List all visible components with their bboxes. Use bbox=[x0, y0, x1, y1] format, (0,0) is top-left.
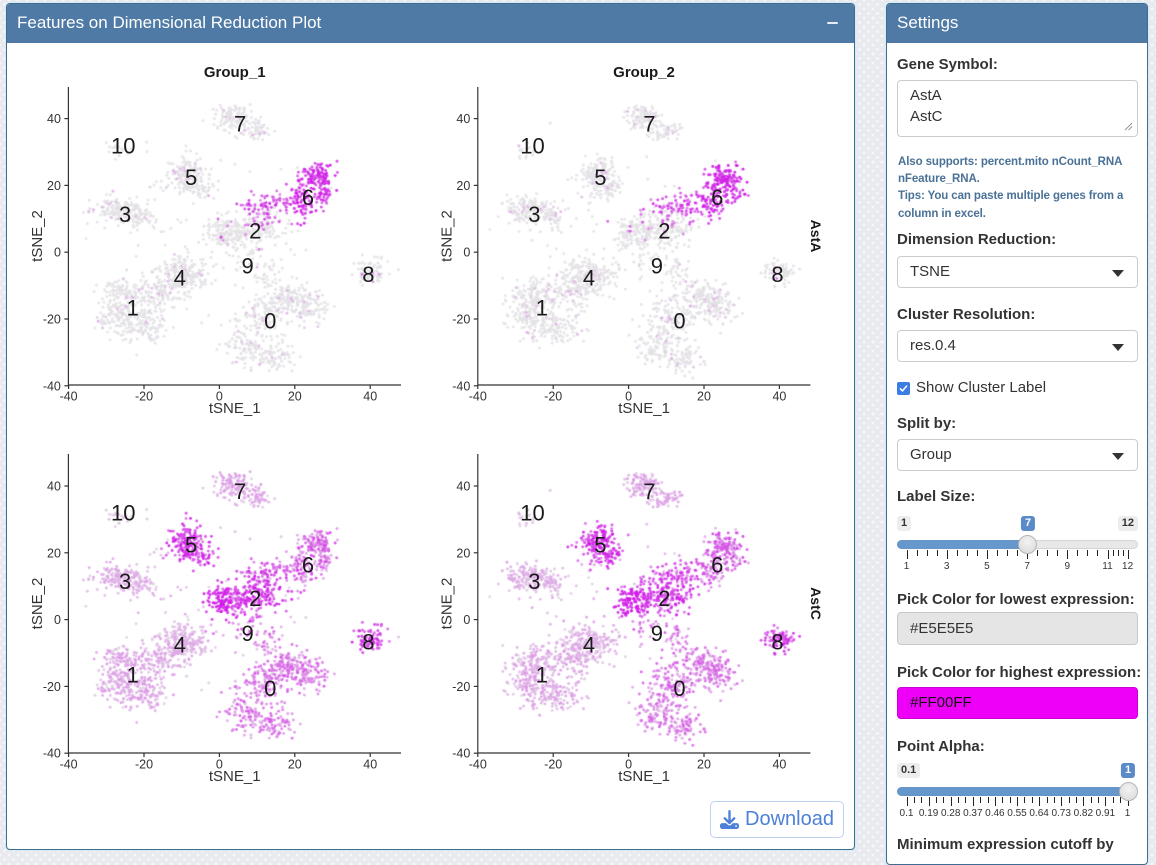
svg-text:tSNE_1: tSNE_1 bbox=[618, 768, 670, 785]
svg-text:0: 0 bbox=[54, 613, 61, 627]
svg-text:6: 6 bbox=[711, 185, 723, 210]
svg-text:7: 7 bbox=[643, 112, 655, 137]
svg-text:40: 40 bbox=[772, 758, 786, 772]
svg-text:0: 0 bbox=[463, 613, 470, 627]
svg-text:-20: -20 bbox=[544, 758, 562, 772]
svg-text:4: 4 bbox=[583, 633, 595, 658]
svg-text:2: 2 bbox=[249, 218, 261, 243]
svg-text:6: 6 bbox=[302, 185, 314, 210]
svg-text:3: 3 bbox=[119, 202, 131, 227]
svg-text:7: 7 bbox=[643, 479, 655, 504]
svg-text:0: 0 bbox=[673, 676, 685, 701]
svg-text:4: 4 bbox=[174, 265, 186, 290]
svg-text:-40: -40 bbox=[60, 390, 78, 404]
svg-text:40: 40 bbox=[363, 758, 377, 772]
svg-text:20: 20 bbox=[697, 758, 711, 772]
svg-text:20: 20 bbox=[47, 179, 61, 193]
svg-text:-40: -40 bbox=[452, 379, 470, 393]
svg-text:-20: -20 bbox=[452, 680, 470, 694]
svg-text:20: 20 bbox=[288, 390, 302, 404]
svg-text:Group_2: Group_2 bbox=[613, 64, 675, 81]
svg-text:5: 5 bbox=[594, 532, 606, 557]
svg-text:1: 1 bbox=[536, 663, 548, 688]
svg-text:-40: -40 bbox=[60, 758, 78, 772]
svg-text:40: 40 bbox=[363, 390, 377, 404]
svg-text:2: 2 bbox=[249, 586, 261, 611]
svg-text:0: 0 bbox=[625, 758, 632, 772]
svg-text:10: 10 bbox=[520, 133, 544, 158]
svg-text:6: 6 bbox=[711, 552, 723, 577]
svg-text:0: 0 bbox=[54, 246, 61, 260]
svg-text:3: 3 bbox=[119, 569, 131, 594]
svg-text:9: 9 bbox=[651, 621, 663, 646]
svg-text:3: 3 bbox=[528, 202, 540, 227]
svg-text:-40: -40 bbox=[43, 379, 61, 393]
svg-text:4: 4 bbox=[583, 265, 595, 290]
svg-text:0: 0 bbox=[264, 676, 276, 701]
svg-text:Group_1: Group_1 bbox=[204, 64, 266, 81]
svg-text:20: 20 bbox=[456, 179, 470, 193]
svg-text:-20: -20 bbox=[135, 390, 153, 404]
svg-text:-20: -20 bbox=[544, 390, 562, 404]
svg-text:40: 40 bbox=[47, 112, 61, 126]
svg-text:8: 8 bbox=[362, 262, 374, 287]
svg-text:8: 8 bbox=[771, 262, 783, 287]
svg-text:tSNE_1: tSNE_1 bbox=[209, 400, 261, 417]
svg-text:1: 1 bbox=[127, 663, 139, 688]
svg-text:40: 40 bbox=[47, 480, 61, 494]
svg-text:40: 40 bbox=[456, 480, 470, 494]
svg-text:40: 40 bbox=[772, 390, 786, 404]
svg-text:0: 0 bbox=[673, 309, 685, 334]
svg-text:1: 1 bbox=[127, 295, 139, 320]
svg-text:9: 9 bbox=[242, 254, 254, 279]
svg-text:20: 20 bbox=[288, 758, 302, 772]
svg-text:AstC: AstC bbox=[808, 587, 824, 620]
svg-text:0: 0 bbox=[264, 309, 276, 334]
svg-text:tSNE_2: tSNE_2 bbox=[29, 578, 46, 630]
svg-text:-20: -20 bbox=[43, 313, 61, 327]
svg-text:20: 20 bbox=[47, 546, 61, 560]
svg-text:40: 40 bbox=[456, 112, 470, 126]
svg-text:-40: -40 bbox=[452, 747, 470, 761]
svg-text:7: 7 bbox=[234, 112, 246, 137]
svg-text:tSNE_1: tSNE_1 bbox=[209, 768, 261, 785]
svg-text:2: 2 bbox=[658, 218, 670, 243]
svg-text:4: 4 bbox=[174, 633, 186, 658]
svg-text:-20: -20 bbox=[43, 680, 61, 694]
svg-text:9: 9 bbox=[651, 254, 663, 279]
svg-text:tSNE_2: tSNE_2 bbox=[438, 578, 455, 630]
svg-text:-40: -40 bbox=[43, 747, 61, 761]
svg-text:-20: -20 bbox=[135, 758, 153, 772]
svg-text:10: 10 bbox=[111, 501, 135, 526]
svg-text:0: 0 bbox=[463, 246, 470, 260]
svg-text:5: 5 bbox=[185, 532, 197, 557]
svg-text:-40: -40 bbox=[469, 390, 487, 404]
svg-text:tSNE_2: tSNE_2 bbox=[438, 210, 455, 262]
svg-text:0: 0 bbox=[625, 390, 632, 404]
svg-text:9: 9 bbox=[242, 621, 254, 646]
svg-text:-20: -20 bbox=[452, 313, 470, 327]
svg-text:tSNE_2: tSNE_2 bbox=[29, 210, 46, 262]
svg-text:7: 7 bbox=[234, 479, 246, 504]
svg-text:-40: -40 bbox=[469, 758, 487, 772]
svg-text:0: 0 bbox=[216, 758, 223, 772]
svg-text:20: 20 bbox=[456, 546, 470, 560]
svg-text:1: 1 bbox=[536, 295, 548, 320]
svg-text:2: 2 bbox=[658, 586, 670, 611]
svg-text:20: 20 bbox=[697, 390, 711, 404]
svg-text:tSNE_1: tSNE_1 bbox=[618, 400, 670, 417]
svg-text:8: 8 bbox=[362, 629, 374, 654]
svg-text:10: 10 bbox=[520, 501, 544, 526]
svg-text:8: 8 bbox=[771, 629, 783, 654]
svg-text:0: 0 bbox=[216, 390, 223, 404]
svg-text:AstA: AstA bbox=[808, 220, 824, 253]
svg-text:6: 6 bbox=[302, 552, 314, 577]
svg-text:5: 5 bbox=[185, 165, 197, 190]
svg-text:10: 10 bbox=[111, 133, 135, 158]
svg-text:5: 5 bbox=[594, 165, 606, 190]
svg-text:3: 3 bbox=[528, 569, 540, 594]
